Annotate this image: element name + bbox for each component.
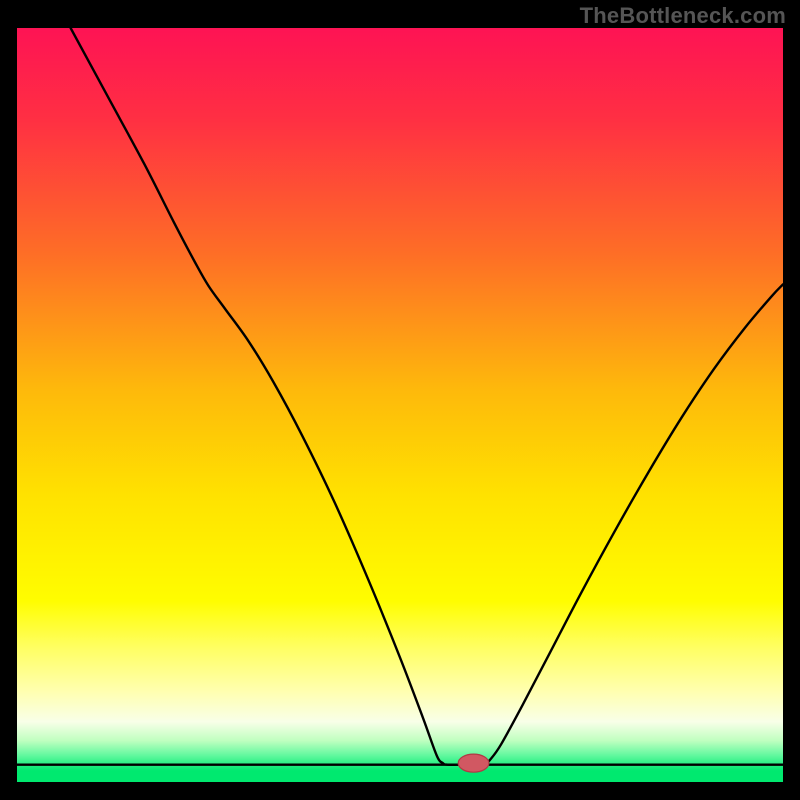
bottleneck-chart-svg (17, 28, 783, 782)
optimal-marker (458, 754, 489, 772)
attribution-text: TheBottleneck.com (580, 3, 786, 29)
chart-frame: TheBottleneck.com (0, 0, 800, 800)
plot-area (17, 28, 783, 782)
